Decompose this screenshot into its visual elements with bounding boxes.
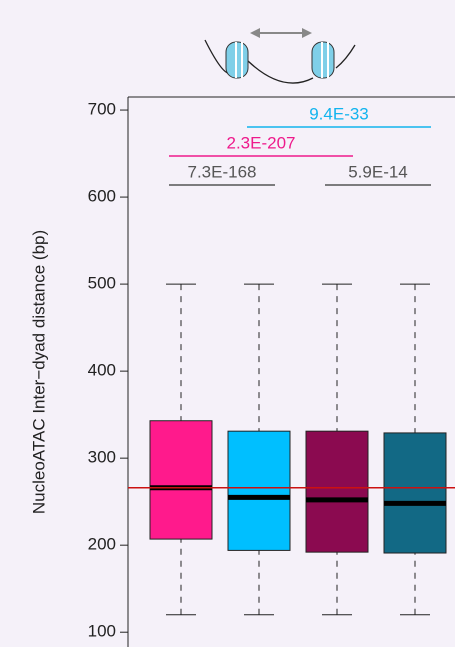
chart: NucleoATAC Inter−dyad distance (bp) 100 2… — [0, 0, 455, 647]
box — [228, 431, 290, 550]
y-tick-label: 600 — [88, 187, 116, 206]
page: NucleoATAC Inter−dyad distance (bp) 100 2… — [0, 0, 455, 647]
nucleosome-icon — [205, 28, 355, 83]
y-axis-label: NucleoATAC Inter−dyad distance (bp) — [29, 230, 48, 514]
significance-label: 2.3E-207 — [227, 133, 296, 152]
y-tick-label: 500 — [88, 274, 116, 293]
significance-label: 7.3E-168 — [188, 162, 257, 181]
y-tick-label: 100 — [88, 622, 116, 641]
y-tick-label: 700 — [88, 100, 116, 119]
y-tick-label: 400 — [88, 361, 116, 380]
box — [306, 431, 368, 552]
y-tick-label: 200 — [88, 535, 116, 554]
box — [384, 433, 446, 553]
y-tick-label: 300 — [88, 448, 116, 467]
box — [150, 421, 212, 539]
significance-label: 9.4E-33 — [309, 104, 369, 123]
significance-label: 5.9E-14 — [348, 162, 408, 181]
